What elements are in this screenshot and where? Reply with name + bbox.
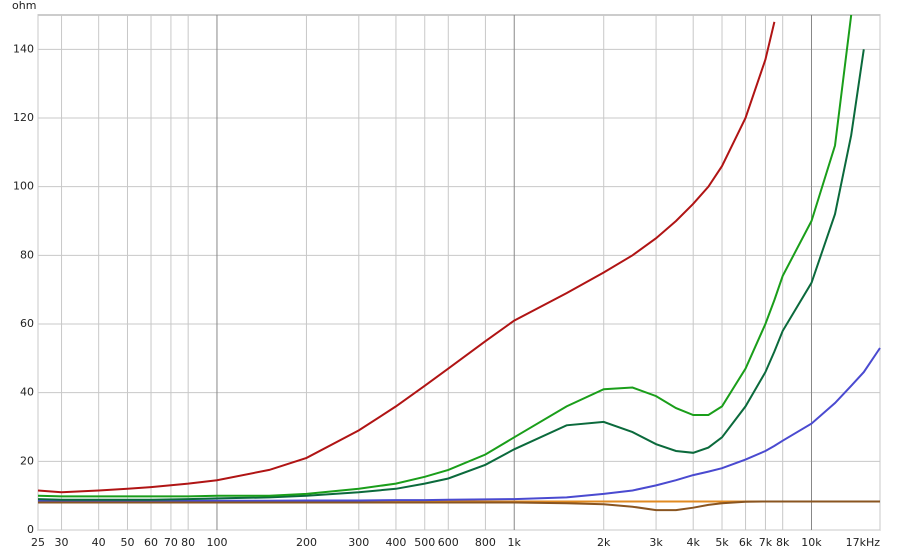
- x-tick-label: 80: [181, 536, 195, 549]
- y-tick-label: 140: [13, 42, 34, 55]
- impedance-curve: [37, 21, 776, 494]
- x-tick-label: 8k: [776, 536, 790, 549]
- x-tick-label: 70: [164, 536, 178, 549]
- x-tick-label: 500: [414, 536, 435, 549]
- impedance-curve: [38, 347, 881, 502]
- x-tick-label: 200: [296, 536, 317, 549]
- y-tick-label: 100: [13, 180, 34, 193]
- y-axis-label: ohm: [12, 0, 36, 12]
- x-tick-label: 60: [144, 536, 158, 549]
- x-tick-label: 30: [55, 536, 69, 549]
- x-tick-label: 800: [475, 536, 496, 549]
- x-tick-label: 25: [31, 536, 45, 549]
- y-tick-label: 60: [20, 317, 34, 330]
- x-tick-label: 7k: [759, 536, 773, 549]
- x-tick-label: 4k: [687, 536, 701, 549]
- x-tick-label: 2k: [597, 536, 611, 549]
- impedance-curve: [38, 500, 880, 512]
- x-tick-label: 400: [385, 536, 406, 549]
- y-tick-label: 0: [27, 523, 34, 536]
- plot-area: [37, 14, 881, 531]
- y-tick-label: 40: [20, 386, 34, 399]
- x-tick-label: 50: [120, 536, 134, 549]
- x-tick-label: 10k: [801, 536, 822, 549]
- x-tick-label: 17kHz: [846, 536, 881, 549]
- y-tick-label: 80: [20, 248, 34, 261]
- y-tick-label: 20: [20, 454, 34, 467]
- impedance-curve: [37, 49, 865, 501]
- x-tick-label: 100: [206, 536, 227, 549]
- x-tick-label: 3k: [649, 536, 663, 549]
- x-tick-label: 6k: [739, 536, 753, 549]
- x-tick-label: 40: [92, 536, 106, 549]
- x-tick-label: 600: [438, 536, 459, 549]
- y-tick-label: 120: [13, 111, 34, 124]
- x-tick-label: 300: [348, 536, 369, 549]
- x-tick-label: 5k: [715, 536, 729, 549]
- impedance-curve: [37, 14, 853, 498]
- x-tick-label: 1k: [508, 536, 522, 549]
